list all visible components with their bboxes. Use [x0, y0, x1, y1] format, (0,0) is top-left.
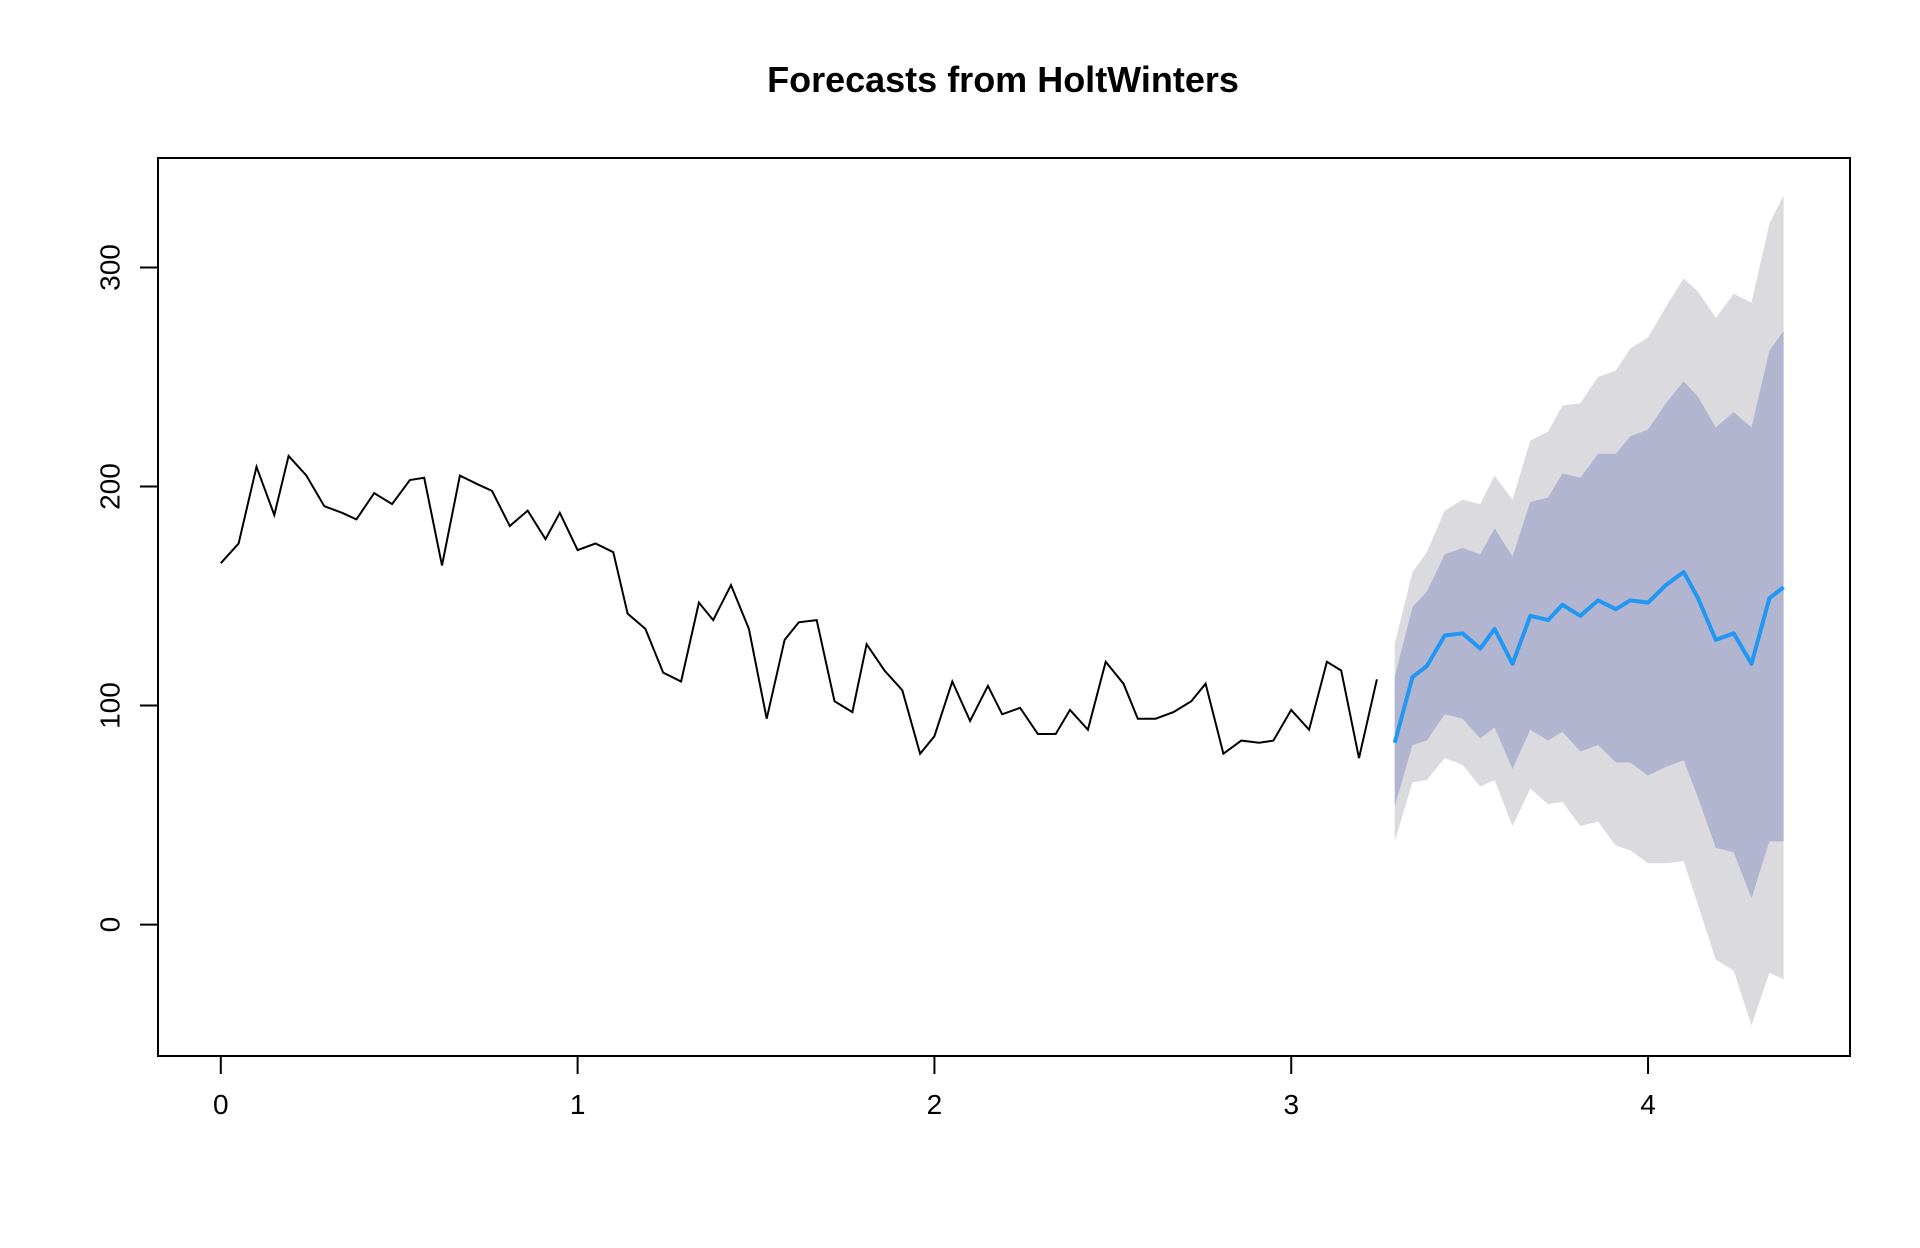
- series-lines: [220, 453, 1785, 759]
- x-tick-label: 2: [927, 1089, 943, 1120]
- chart-title: Forecasts from HoltWinters: [767, 59, 1239, 100]
- x-tick-label: 4: [1640, 1089, 1656, 1120]
- forecast-series-line: [1392, 570, 1785, 744]
- x-tick-label: 0: [213, 1089, 229, 1120]
- band-80: [1394, 331, 1784, 899]
- x-tick-label: 1: [570, 1089, 586, 1120]
- observed-series-line: [220, 453, 1378, 759]
- y-tick-label: 200: [95, 463, 126, 510]
- y-tick-label: 300: [95, 244, 126, 291]
- y-axis: 0 100 200 300: [95, 244, 159, 932]
- x-axis: 0 1 2 3 4: [213, 1055, 1656, 1120]
- y-tick-label: 0: [95, 917, 126, 933]
- y-tick-label: 100: [95, 682, 126, 729]
- x-tick-label: 3: [1283, 1089, 1299, 1120]
